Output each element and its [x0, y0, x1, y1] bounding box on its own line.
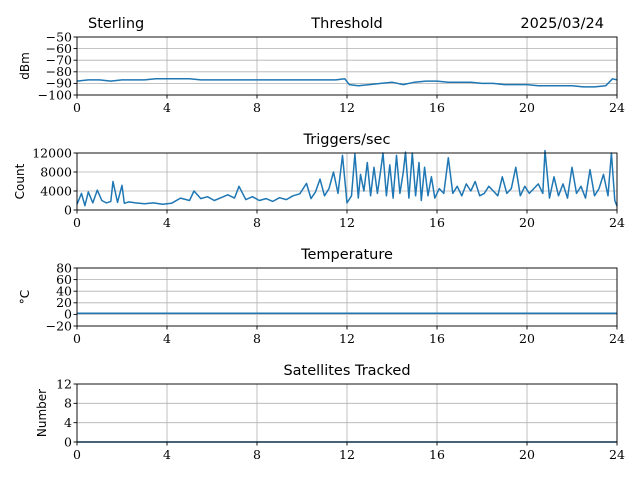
x-tick-label: 16 [429, 215, 445, 230]
y-tick-label: 0 [64, 307, 72, 322]
chart-triggers-sec: Triggers/sec 0 4 8 12 16 20 24 0 4000 8000 12000 Cou… [13, 132, 625, 230]
y-tick-label: −80 [46, 64, 72, 79]
x-tick-label: 0 [73, 331, 81, 346]
y-axis-label: Count [13, 163, 27, 199]
x-tick-label: 8 [253, 215, 261, 230]
y-tick-label: −90 [46, 76, 72, 91]
chart-title: Temperature [300, 247, 393, 263]
chart-threshold: Threshold 0 4 8 12 16 20 24 −100−90−80−70−60−50 d… [18, 16, 625, 115]
x-tick-label: 8 [253, 100, 261, 115]
x-tick-label: 20 [519, 100, 535, 115]
x-tick-label: 0 [73, 100, 81, 115]
chart-title: Satellites Tracked [283, 363, 410, 379]
y-tick-label: 80 [56, 260, 72, 275]
y-tick-label: 8 [64, 396, 72, 411]
chart-title: Threshold [310, 16, 382, 32]
x-tick-label: 0 [73, 215, 81, 230]
y-tick-label: 0 [64, 434, 72, 449]
x-tick-label: 0 [73, 447, 81, 462]
x-tick-label: 24 [609, 215, 625, 230]
chart-panels: Threshold 0 4 8 12 16 20 24 −100−90−80−70−60−50 d… [13, 16, 625, 462]
x-tick-label: 12 [339, 100, 355, 115]
y-tick-label: 20 [56, 295, 72, 310]
x-tick-label: 20 [519, 215, 535, 230]
y-tick-label: 8000 [40, 164, 72, 179]
y-axis-label: Number [35, 389, 49, 437]
x-tick-label: 24 [609, 331, 625, 346]
chart-title: Triggers/sec [303, 132, 391, 148]
x-tick-label: 16 [429, 331, 445, 346]
y-tick-label: −100 [38, 87, 72, 102]
y-tick-label: 4 [64, 415, 72, 430]
y-tick-label: 4000 [40, 183, 72, 198]
y-tick-label: −50 [46, 29, 72, 44]
chart-satellites-tracked: Satellites Tracked 0 4 8 12 16 20 24 0 4 8 12 Number [35, 363, 625, 462]
y-tick-label: 12000 [32, 145, 72, 160]
y-tick-label: 0 [64, 202, 72, 217]
x-tick-label: 4 [163, 215, 171, 230]
station-name: Sterling [88, 16, 144, 32]
x-tick-label: 12 [339, 331, 355, 346]
y-tick-label: −70 [46, 53, 72, 68]
x-tick-label: 16 [429, 100, 445, 115]
x-tick-label: 12 [339, 215, 355, 230]
y-tick-label: −20 [46, 318, 72, 333]
x-tick-label: 4 [163, 100, 171, 115]
y-tick-label: −60 [46, 41, 72, 56]
y-tick-label: 60 [56, 272, 72, 287]
y-tick-label: 12 [56, 376, 72, 391]
x-tick-label: 16 [429, 447, 445, 462]
x-tick-label: 24 [609, 447, 625, 462]
x-tick-label: 24 [609, 100, 625, 115]
x-tick-label: 20 [519, 331, 535, 346]
x-tick-label: 20 [519, 447, 535, 462]
x-tick-label: 8 [253, 447, 261, 462]
x-tick-label: 12 [339, 447, 355, 462]
y-tick-label: 40 [56, 284, 72, 299]
y-axis-label: dBm [18, 52, 32, 80]
y-axis-label: °C [18, 290, 32, 304]
x-tick-label: 4 [163, 331, 171, 346]
x-tick-label: 8 [253, 331, 261, 346]
report-date: 2025/03/24 [520, 16, 604, 32]
data-series-line [76, 78, 618, 88]
x-tick-label: 4 [163, 447, 171, 462]
